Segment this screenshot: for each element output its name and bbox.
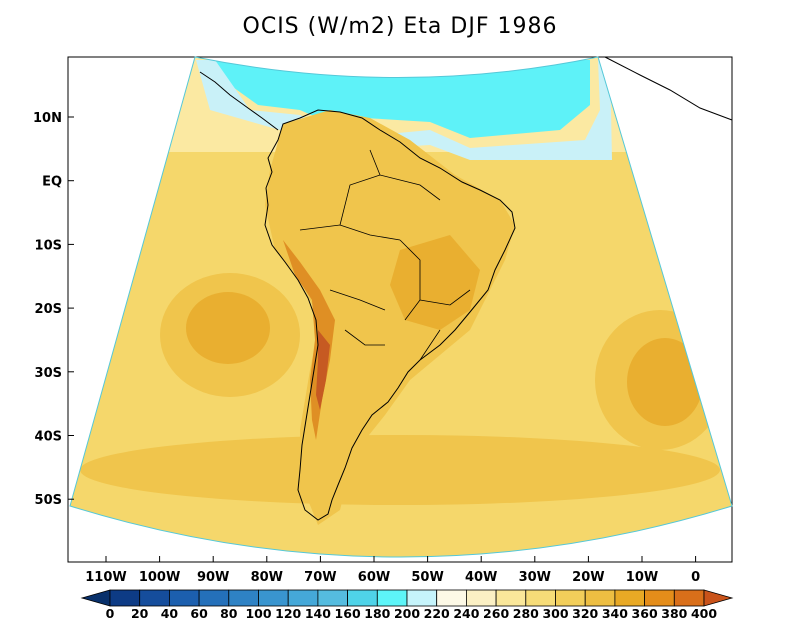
colorbar-label: 120 [275, 606, 301, 618]
coastlines [199, 56, 733, 521]
lon-label: 80W [251, 570, 283, 585]
colorbar-label: 20 [131, 606, 149, 618]
colorbar-label: 100 [245, 606, 271, 618]
colorbar-box [198, 589, 230, 607]
colorbar-label: 40 [161, 606, 179, 618]
colorbar-label: 160 [335, 606, 361, 618]
colorbar-label: 220 [424, 606, 450, 618]
colorbar: 0 20 40 60 80 100 120 140 160 180 200 220 240 260 280 3… [80, 589, 734, 618]
colorbar-box [584, 589, 616, 607]
lon-label: 10W [626, 570, 658, 585]
field-pacific-peak [186, 292, 270, 364]
colorbar-label: 360 [632, 606, 658, 618]
lat-label: 10N [33, 111, 62, 126]
lon-label: 70W [304, 570, 336, 585]
latitude-axis: 10N EQ 10S 20S 30S 40S 50S [33, 111, 74, 508]
lon-label: 20W [572, 570, 604, 585]
south-america-coastline [264, 109, 516, 521]
colorbar-label: 320 [572, 606, 598, 618]
lon-label: 60W [358, 570, 390, 585]
colorbar-box [406, 589, 438, 607]
colorbar-label: 280 [513, 606, 539, 618]
colorbar-box [465, 589, 497, 607]
colorbar-label: 0 [106, 606, 115, 618]
colorbar-label: 400 [691, 606, 717, 618]
lon-label: 30W [519, 570, 551, 585]
map-title: OCIS (W/m2) Eta DJF 1986 [242, 14, 558, 39]
colorbar-box [258, 589, 289, 607]
colorbar-label: 380 [661, 606, 687, 618]
lon-label: 90W [197, 570, 229, 585]
colorbar-box [168, 589, 200, 607]
field-atlantic-peak [627, 338, 703, 426]
lon-label: 50W [411, 570, 443, 585]
lat-label: 30S [35, 366, 62, 381]
colorbar-box [555, 589, 586, 607]
lon-label: 40W [465, 570, 497, 585]
colorbar-label: 60 [190, 606, 208, 618]
colorbar-overflow-triangle [703, 589, 734, 607]
colorbar-box [347, 589, 378, 607]
colorbar-label: 200 [394, 606, 420, 618]
colorbar-underflow-triangle [80, 589, 111, 607]
colorbar-box [673, 589, 705, 607]
lat-label: 40S [35, 430, 62, 445]
field-brazil-high [390, 235, 480, 330]
colorbar-label: 80 [220, 606, 238, 618]
colorbar-label: 140 [305, 606, 331, 618]
longitude-axis: 110W 100W 90W 80W 70W 60W 50W 40W 30W 20W 10W 0 [85, 556, 700, 585]
lon-label: 100W [139, 570, 180, 585]
colorbar-label: 180 [364, 606, 390, 618]
colorbar-box [109, 589, 141, 607]
colorbar-box [525, 589, 556, 607]
colorbar-box [436, 589, 467, 607]
colorbar-box [139, 589, 170, 607]
colorbar-label: 240 [453, 606, 479, 618]
colorbar-box [317, 589, 348, 607]
shaded-field [70, 57, 732, 557]
domain-outline [69, 56, 733, 558]
field-caribbean-cool [215, 60, 590, 138]
colorbar-box [644, 589, 675, 607]
lat-label: EQ [42, 175, 62, 190]
lat-label: 10S [35, 238, 62, 253]
colorbar-box [228, 589, 259, 607]
field-southern-band [80, 435, 720, 505]
field-andes-peak [316, 330, 330, 410]
field-continent [265, 110, 515, 525]
colorbar-box [376, 589, 408, 607]
africa-coastline [604, 56, 733, 121]
colorbar-box [287, 589, 319, 607]
central-america-coastline [199, 71, 279, 131]
lat-label: 50S [35, 493, 62, 508]
lon-label: 110W [85, 570, 126, 585]
colorbar-box [495, 589, 527, 607]
plot-frame [67, 56, 733, 563]
lat-label: 20S [35, 302, 62, 317]
colorbar-label: 260 [483, 606, 509, 618]
lon-label: 0 [691, 570, 700, 585]
country-borders [299, 149, 471, 361]
colorbar-box [614, 589, 646, 607]
colorbar-label: 340 [602, 606, 628, 618]
colorbar-label: 300 [542, 606, 568, 618]
